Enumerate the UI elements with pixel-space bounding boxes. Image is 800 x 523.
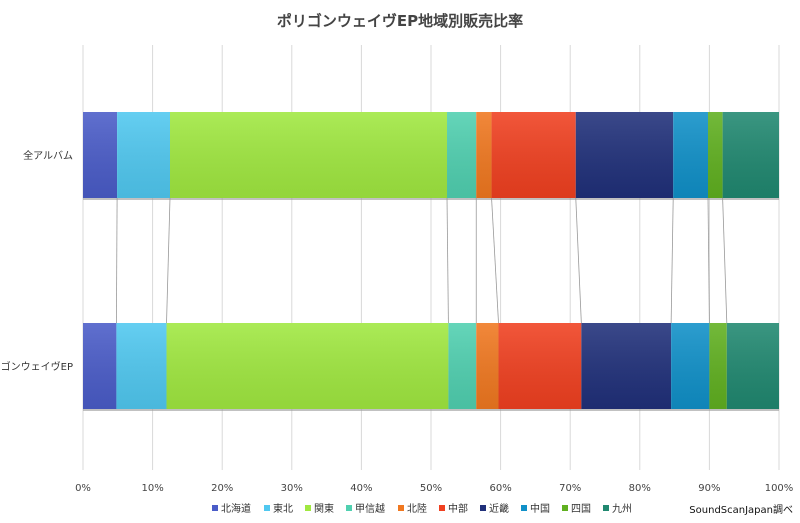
- category-label: 全アルバム: [23, 149, 73, 162]
- x-tick-label: 20%: [211, 483, 233, 494]
- legend-label: 中国: [530, 502, 550, 515]
- series-connector: [670, 197, 674, 324]
- x-tick-label: 10%: [141, 483, 163, 494]
- x-tick-label: 60%: [489, 483, 511, 494]
- legend-label: 東北: [273, 502, 293, 515]
- bar-shading: [83, 112, 779, 198]
- legend-swatch: [562, 505, 568, 511]
- legend-swatch: [521, 505, 527, 511]
- source-note: SoundScanJapan調べ: [689, 503, 793, 516]
- legend-label: 関東: [314, 502, 334, 515]
- x-tick-label: 30%: [281, 483, 303, 494]
- legend-swatch: [305, 505, 311, 511]
- x-tick-label: 70%: [559, 483, 581, 494]
- x-tick-label: 40%: [350, 483, 372, 494]
- legend-swatch: [346, 505, 352, 511]
- legend-swatch: [439, 505, 445, 511]
- x-tick-label: 100%: [765, 483, 794, 494]
- legend-swatch: [480, 505, 486, 511]
- legend-swatch: [212, 505, 218, 511]
- series-connector: [116, 197, 118, 324]
- bar-shading: [83, 323, 779, 409]
- legend-label: 北陸: [407, 502, 427, 515]
- legend-label: 中部: [448, 502, 468, 515]
- legend-label: 北海道: [221, 502, 251, 515]
- series-connector: [575, 197, 582, 324]
- chart-title: ポリゴンウェイヴEP地域別販売比率: [277, 12, 523, 30]
- series-connector: [722, 197, 728, 324]
- legend-swatch: [603, 505, 609, 511]
- x-tick-label: 0%: [75, 483, 91, 494]
- x-tick-label: 90%: [698, 483, 720, 494]
- legend-swatch: [398, 505, 404, 511]
- legend-label: 近畿: [489, 502, 509, 515]
- series-connector: [491, 197, 499, 324]
- legend-swatch: [264, 505, 270, 511]
- category-label: ポリゴンウェイヴEP: [0, 360, 73, 373]
- legend-label: 四国: [571, 503, 591, 515]
- legend-label: 九州: [612, 503, 632, 515]
- x-tick-label: 80%: [629, 483, 651, 494]
- series-connector: [166, 197, 171, 324]
- x-tick-label: 50%: [420, 483, 442, 494]
- series-connector: [446, 197, 449, 324]
- legend-label: 甲信越: [355, 502, 385, 515]
- series-connector: [707, 197, 710, 324]
